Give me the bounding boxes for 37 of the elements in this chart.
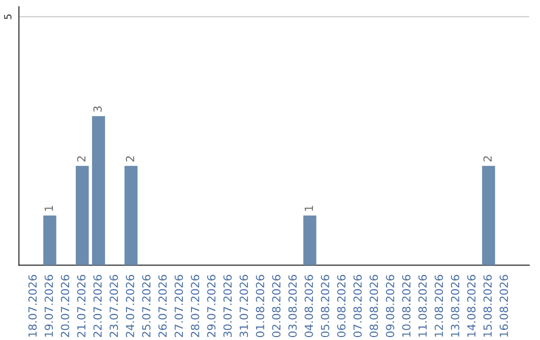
x-tick-label: 22.07.2026 <box>93 274 102 338</box>
x-tick-label: 28.07.2026 <box>190 274 200 338</box>
x-tick-label: 10.08.2026 <box>402 274 411 337</box>
x-tick-label: 04.08.2026 <box>304 274 314 338</box>
x-tick-label: 08.08.2026 <box>370 274 378 338</box>
x-tick-label: 24.07.2026 <box>126 274 134 338</box>
x-tick-label: 31.07.2026 <box>240 274 248 337</box>
data-label: 3 <box>93 106 102 112</box>
x-tick-label: 29.07.2026 <box>207 274 216 338</box>
x-tick-label: 14.08.2026 <box>467 274 476 337</box>
data-label: 2 <box>483 156 492 162</box>
x-tick-label: 18.07.2026 <box>28 274 37 337</box>
x-tick-label: 27.07.2026 <box>174 274 184 338</box>
x-tick-label: 05.08.2026 <box>320 274 330 338</box>
x-tick-label: 11.08.2026 <box>418 274 427 337</box>
data-label: 1 <box>44 206 53 211</box>
y-tick-label: 5 <box>4 14 12 20</box>
data-label: 1 <box>304 206 313 211</box>
x-tick-label: 06.08.2026 <box>337 274 346 338</box>
x-tick-label: 01.08.2026 <box>256 274 264 338</box>
x-tick-label: 07.08.2026 <box>353 274 362 338</box>
x-tick-label: 19.07.2026 <box>44 274 53 337</box>
x-tick-label: 13.08.2026 <box>450 274 460 337</box>
x-tick-label: 12.08.2026 <box>434 274 444 337</box>
data-label: 2 <box>126 156 134 162</box>
x-tick-label: 30.07.2026 <box>223 274 232 337</box>
x-tick-label: 02.08.2026 <box>272 274 281 338</box>
x-tick-label: 26.07.2026 <box>158 274 167 338</box>
x-tick-label: 09.08.2026 <box>386 274 394 338</box>
x-tick-label: 15.08.2026 <box>483 274 492 337</box>
x-tick-label: 25.07.2026 <box>142 274 151 338</box>
data-label: 2 <box>77 156 86 162</box>
x-tick-label: 21.07.2026 <box>77 274 86 338</box>
x-tick-label: 03.08.2026 <box>288 274 297 338</box>
x-tick-label: 16.08.2026 <box>500 274 508 337</box>
x-tick-label: 23.07.2026 <box>110 274 118 338</box>
x-tick-label: 20.07.2026 <box>60 274 70 338</box>
